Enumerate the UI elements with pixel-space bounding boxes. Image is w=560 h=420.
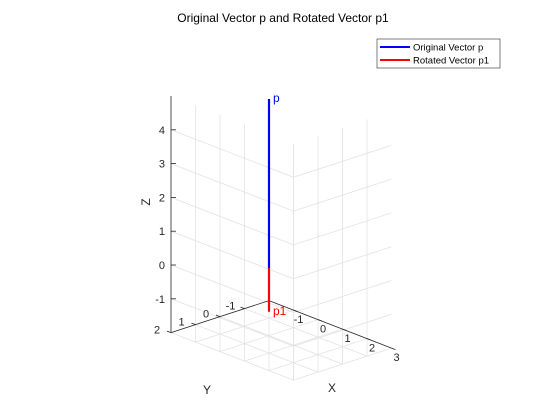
grid-line-side-z bbox=[293, 212, 392, 246]
z-tick-label: 0 bbox=[159, 260, 165, 272]
grid-line-side-z bbox=[293, 246, 392, 280]
chart-title: Original Vector p and Rotated Vector p1 bbox=[177, 11, 389, 25]
x-axis-line bbox=[268, 300, 392, 349]
legend-box bbox=[376, 38, 501, 69]
z-tick-label: -1 bbox=[155, 294, 165, 306]
x-tick-label: 1 bbox=[344, 333, 350, 345]
data-series: p p1 bbox=[267, 91, 287, 318]
vector-label-p1: p1 bbox=[273, 304, 287, 318]
y-tick-label: -1 bbox=[226, 301, 236, 313]
x-tick-mark bbox=[366, 338, 372, 341]
z-tick-label: 2 bbox=[159, 192, 165, 204]
x-tick-label: 2 bbox=[369, 343, 375, 355]
y-tick-mark bbox=[166, 330, 172, 333]
grid-line-back-z bbox=[170, 163, 294, 212]
z-tick-label: 4 bbox=[159, 125, 165, 137]
x-tick-mark bbox=[293, 309, 298, 312]
grid-line-back-z bbox=[170, 298, 294, 347]
x-tick-mark bbox=[317, 319, 323, 322]
grid-lines bbox=[170, 105, 392, 381]
x-tick-label: 3 bbox=[393, 352, 399, 364]
y-tick-label: 2 bbox=[154, 325, 160, 337]
z-axis-label: Z bbox=[139, 198, 153, 205]
grid-line-floor-y bbox=[170, 332, 294, 381]
grid-line-back-z bbox=[170, 129, 294, 178]
grid-line-back-z bbox=[170, 264, 294, 313]
legend-label-original: Original Vector p bbox=[413, 43, 483, 54]
x-tick-label: -1 bbox=[294, 314, 304, 326]
grid-line-side-z bbox=[293, 178, 392, 212]
x-tick-mark bbox=[342, 328, 347, 331]
z-tick-label: 3 bbox=[159, 159, 165, 171]
grid-line-back-z bbox=[170, 197, 294, 246]
tick-labels: -1 0 1 2 3 -1 0 1 2 -1 0 1 2 3 4 bbox=[154, 125, 400, 364]
y-tick-label: 1 bbox=[178, 317, 184, 329]
grid-line-floor-y bbox=[195, 324, 319, 373]
x-axis-label: X bbox=[328, 381, 336, 395]
grid-line-side-z bbox=[293, 144, 392, 178]
grid-line-floor-y bbox=[219, 316, 343, 365]
x-tick-mark bbox=[391, 347, 396, 350]
grid-line-side-z bbox=[293, 280, 392, 313]
y-tick-mark bbox=[191, 322, 196, 325]
y-tick-label: 0 bbox=[203, 309, 209, 321]
y-tick-mark bbox=[215, 314, 221, 317]
axes bbox=[166, 96, 396, 350]
y-axis-label: Y bbox=[203, 383, 211, 397]
vector-label-p: p bbox=[273, 91, 280, 105]
grid-line-floor-y bbox=[244, 308, 368, 357]
legend: Original Vector p Rotated Vector p1 bbox=[376, 38, 501, 69]
grid-line-back-z bbox=[170, 230, 294, 280]
z-tick-label: 1 bbox=[159, 226, 165, 238]
x-tick-label: 0 bbox=[320, 324, 326, 336]
grid-line-side-z bbox=[293, 313, 392, 347]
legend-label-rotated: Rotated Vector p1 bbox=[413, 56, 489, 67]
y-tick-mark bbox=[240, 306, 245, 309]
